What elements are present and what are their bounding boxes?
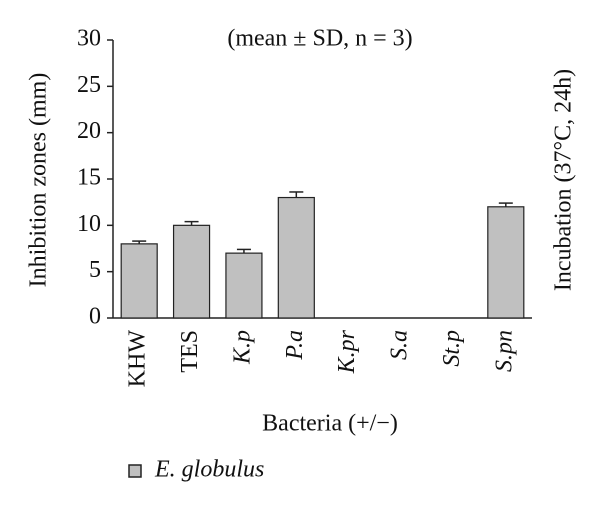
x-tick-label: S.pn (491, 330, 517, 372)
y-tick-label: 10 (77, 211, 101, 237)
legend-label: E. globulus (154, 457, 264, 483)
bar (487, 206, 525, 319)
y-axis-title: Inhibition zones (mm) (26, 73, 52, 288)
error-bar (132, 240, 147, 244)
bar (277, 196, 315, 319)
x-tick-label: K.p (229, 330, 255, 365)
annotation: (mean ± SD, n = 3) (227, 26, 412, 52)
error-bar (289, 191, 304, 198)
x-tick-label: KHW (125, 330, 151, 388)
legend-swatch (128, 464, 142, 478)
x-tick-label: TES (177, 330, 203, 373)
x-axis-title: Bacteria (+/−) (262, 411, 398, 437)
y-tick-label: 25 (77, 72, 101, 98)
bar (172, 224, 211, 319)
bar (120, 243, 158, 319)
bar (225, 252, 263, 319)
x-tick-label: P.a (282, 330, 308, 361)
y2-axis-title: Incubation (37°C, 24h) (551, 69, 577, 291)
y-tick-label: 30 (77, 26, 101, 52)
y-tick-label: 5 (89, 257, 101, 283)
y-tick-label: 0 (89, 304, 101, 330)
error-bar (184, 220, 199, 226)
error-bar (236, 248, 251, 254)
y-tick-label: 15 (77, 165, 101, 191)
x-tick-label: St.p (439, 330, 465, 367)
y-tick-label: 20 (77, 118, 101, 144)
x-tick-label: S.a (387, 330, 413, 360)
x-tick-label: K.pr (334, 329, 360, 374)
error-bar (498, 202, 513, 207)
